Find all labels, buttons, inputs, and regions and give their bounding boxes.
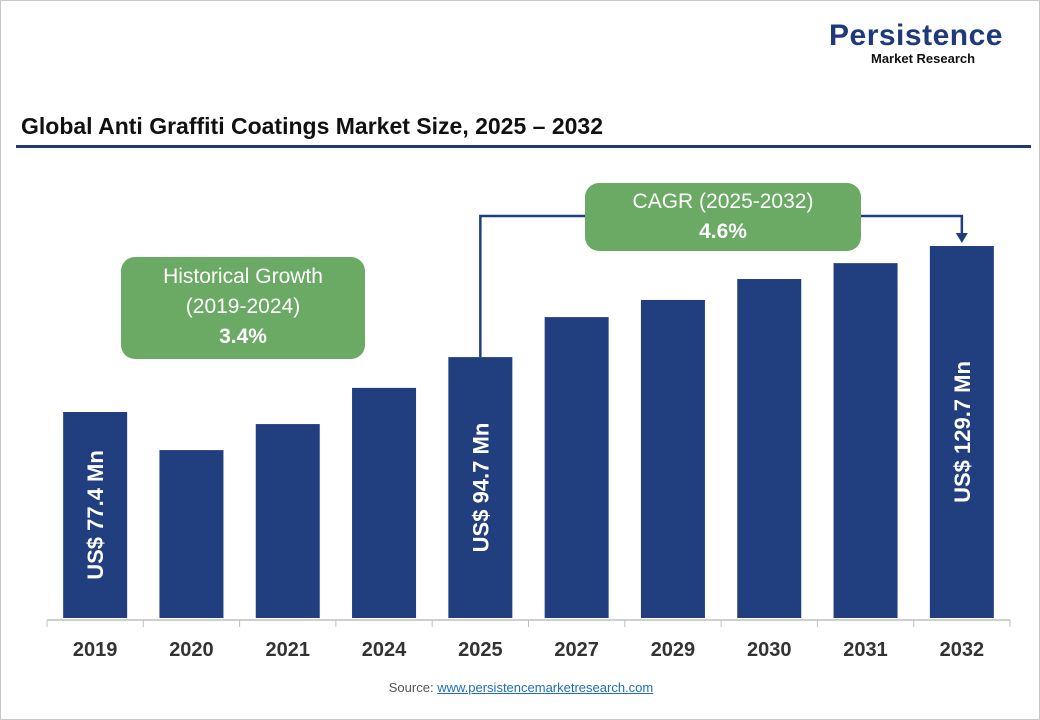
cagr-connector-left [479,214,585,358]
source-link[interactable]: www.persistencemarketresearch.com [437,680,654,695]
bar-2027 [544,317,609,618]
chart-title: Global Anti Graffiti Coatings Market Siz… [21,113,603,139]
bar-2024 [352,387,417,618]
bar-2029 [640,299,705,618]
x-tick-label: 2030 [747,639,792,661]
arrow-down-icon [955,233,968,243]
x-tick-label: 2027 [554,639,599,661]
cagr-callout: CAGR (2025-2032) 4.6% [585,183,861,251]
source-note: Source: www.persistencemarketresearch.co… [1,680,1039,695]
data-label-2019: US$ 77.4 Mn [83,450,108,580]
source-label: Source: [388,680,434,695]
x-tick-label: 2031 [843,639,888,661]
cagr-connector-right [861,214,964,235]
historical-value: 3.4% [219,325,267,348]
x-tick-label: 2025 [458,639,503,661]
bar-2030 [737,279,802,618]
bar-2032 [929,246,994,618]
cagr-value: 4.6% [699,220,747,243]
logo: Persistence [829,19,1003,52]
cagr-label: CAGR (2025-2032) [632,190,814,213]
bar-2020 [159,450,224,618]
logo-subtitle: Market Research [871,51,976,66]
x-tick-label: 2019 [73,639,118,661]
historical-period: (2019-2024) [185,295,301,318]
bar-2019 [63,412,128,618]
historical-growth-callout: Historical Growth (2019-2024) 3.4% [121,257,365,359]
data-label-2025: US$ 94.7 Mn [468,423,493,553]
x-tick-label: 2032 [940,639,985,661]
historical-label: Historical Growth [163,265,323,288]
x-tick-label: 2029 [651,639,696,661]
x-tick-label: 2021 [266,639,311,661]
bar-2025 [448,357,513,618]
data-label-2032: US$ 129.7 Mn [950,361,975,503]
x-tick-label: 2020 [169,639,214,661]
bar-2031 [833,263,898,618]
title-divider [16,145,1031,148]
x-tick-label: 2024 [362,639,407,661]
bar-2021 [255,424,320,618]
